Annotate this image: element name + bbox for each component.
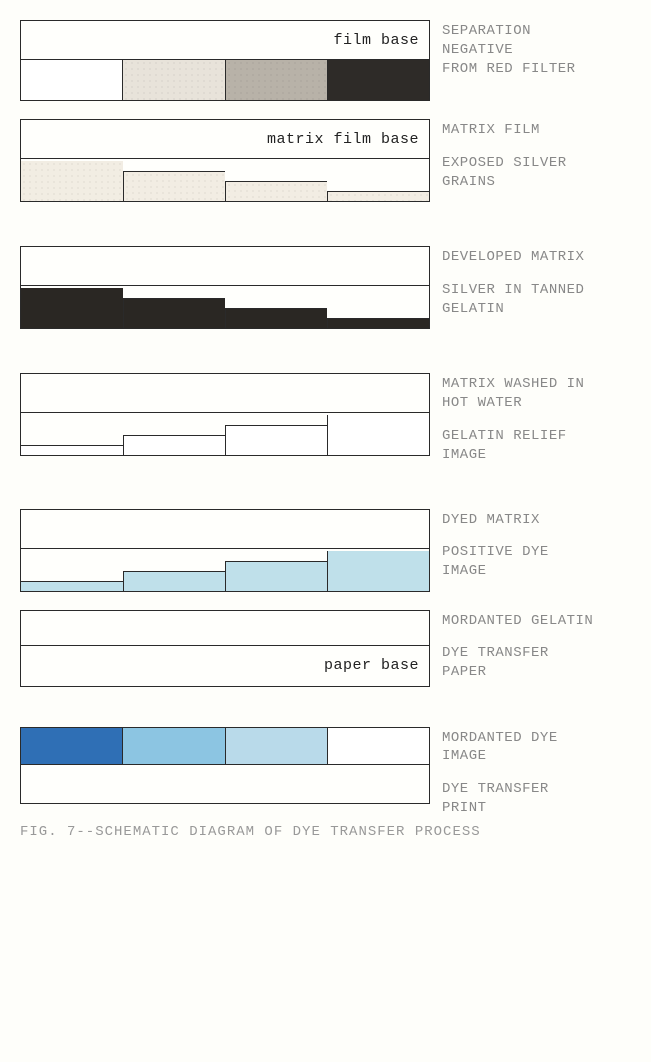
stair-step	[123, 571, 225, 591]
stair-step	[327, 191, 429, 201]
label-column: DEVELOPED MATRIX SILVER IN TANNED GELATIN	[430, 246, 584, 319]
stair-step	[327, 551, 429, 591]
swatch	[21, 60, 123, 100]
label-column: DYED MATRIX POSITIVE DYE IMAGE	[430, 509, 549, 582]
label-column: SEPARATION NEGATIVE FROM RED FILTER	[430, 20, 576, 79]
film-base-label	[21, 374, 429, 412]
top-layer	[21, 611, 429, 645]
dye-paper-panel: paper base	[20, 610, 430, 687]
stair-step	[123, 171, 225, 201]
label-bottom: POSITIVE DYE IMAGE	[442, 543, 549, 581]
panel-row: matrix film base MATRIX FILM EXPOSED SILVE…	[20, 119, 641, 202]
dye-print-panel	[20, 727, 430, 804]
stair-step	[225, 181, 327, 201]
diagram-column: matrix film base	[20, 119, 430, 202]
stair-step	[21, 581, 123, 591]
label-bottom: DYE TRANSFER PRINT	[442, 780, 558, 818]
swatch-row	[21, 728, 429, 764]
developed-matrix-panel	[20, 246, 430, 329]
swatch	[328, 60, 429, 100]
label-column: MORDANTED GELATIN DYE TRANSFER PAPER	[430, 610, 593, 683]
matrix-film-panel: matrix film base	[20, 119, 430, 202]
stair-step	[123, 435, 225, 455]
stair-step	[225, 308, 327, 328]
diagram-column: paper base	[20, 610, 430, 687]
label-top: MORDANTED DYE IMAGE	[442, 729, 558, 767]
label-column: MORDANTED DYE IMAGE DYE TRANSFER PRINT	[430, 727, 558, 819]
stair-step	[21, 445, 123, 455]
label-column: MATRIX WASHED IN HOT WATER GELATIN RELIEF…	[430, 373, 584, 465]
panel-row: film base SEPARATION NEGATIVE FROM RED FI…	[20, 20, 641, 101]
stair-wrap	[21, 285, 429, 328]
label-top: MATRIX FILM	[442, 121, 567, 140]
swatch	[328, 728, 429, 764]
stair-wrap	[21, 158, 429, 201]
stair-step	[123, 298, 225, 328]
swatch	[123, 728, 225, 764]
label-top: SEPARATION NEGATIVE FROM RED FILTER	[442, 22, 576, 79]
film-base-label: film base	[21, 21, 429, 59]
label-column: MATRIX FILM EXPOSED SILVER GRAINS	[430, 119, 567, 192]
stair-step	[327, 415, 429, 455]
label-top: DEVELOPED MATRIX	[442, 248, 584, 267]
stair-wrap	[21, 412, 429, 455]
label-top: MORDANTED GELATIN	[442, 612, 593, 631]
label-bottom: DYE TRANSFER PAPER	[442, 644, 593, 682]
swatch	[226, 60, 328, 100]
separation-panel: film base	[20, 20, 430, 101]
stair-step	[225, 561, 327, 591]
panel-row: MORDANTED DYE IMAGE DYE TRANSFER PRINT	[20, 727, 641, 819]
dyed-matrix-panel	[20, 509, 430, 592]
label-bottom: EXPOSED SILVER GRAINS	[442, 154, 567, 192]
label-bottom: GELATIN RELIEF IMAGE	[442, 427, 584, 465]
washed-matrix-panel	[20, 373, 430, 456]
stair-step	[21, 288, 123, 328]
swatch-row	[21, 59, 429, 100]
panel-row: MATRIX WASHED IN HOT WATER GELATIN RELIEF…	[20, 373, 641, 465]
diagram-column	[20, 373, 430, 456]
panel-row: DYED MATRIX POSITIVE DYE IMAGE	[20, 509, 641, 592]
panel-row: DEVELOPED MATRIX SILVER IN TANNED GELATIN	[20, 246, 641, 329]
label-top: MATRIX WASHED IN HOT WATER	[442, 375, 584, 413]
figure-caption: FIG. 7--SCHEMATIC DIAGRAM OF DYE TRANSFE…	[20, 824, 641, 840]
label-top: DYED MATRIX	[442, 511, 549, 530]
swatch	[123, 60, 225, 100]
diagram-column	[20, 509, 430, 592]
stair-step	[225, 425, 327, 455]
stair-step	[327, 318, 429, 328]
bottom-layer-label: paper base	[21, 645, 429, 686]
film-base-label: matrix film base	[21, 120, 429, 158]
diagram-column	[20, 727, 430, 804]
stair-step	[21, 161, 123, 201]
base-layer	[21, 764, 429, 803]
label-bottom: SILVER IN TANNED GELATIN	[442, 281, 584, 319]
film-base-label	[21, 510, 429, 548]
swatch	[21, 728, 123, 764]
swatch	[226, 728, 328, 764]
film-base-label	[21, 247, 429, 285]
panel-row: paper base MORDANTED GELATIN DYE TRANSFER …	[20, 610, 641, 687]
stair-wrap	[21, 548, 429, 591]
diagram-column: film base	[20, 20, 430, 101]
diagram-column	[20, 246, 430, 329]
